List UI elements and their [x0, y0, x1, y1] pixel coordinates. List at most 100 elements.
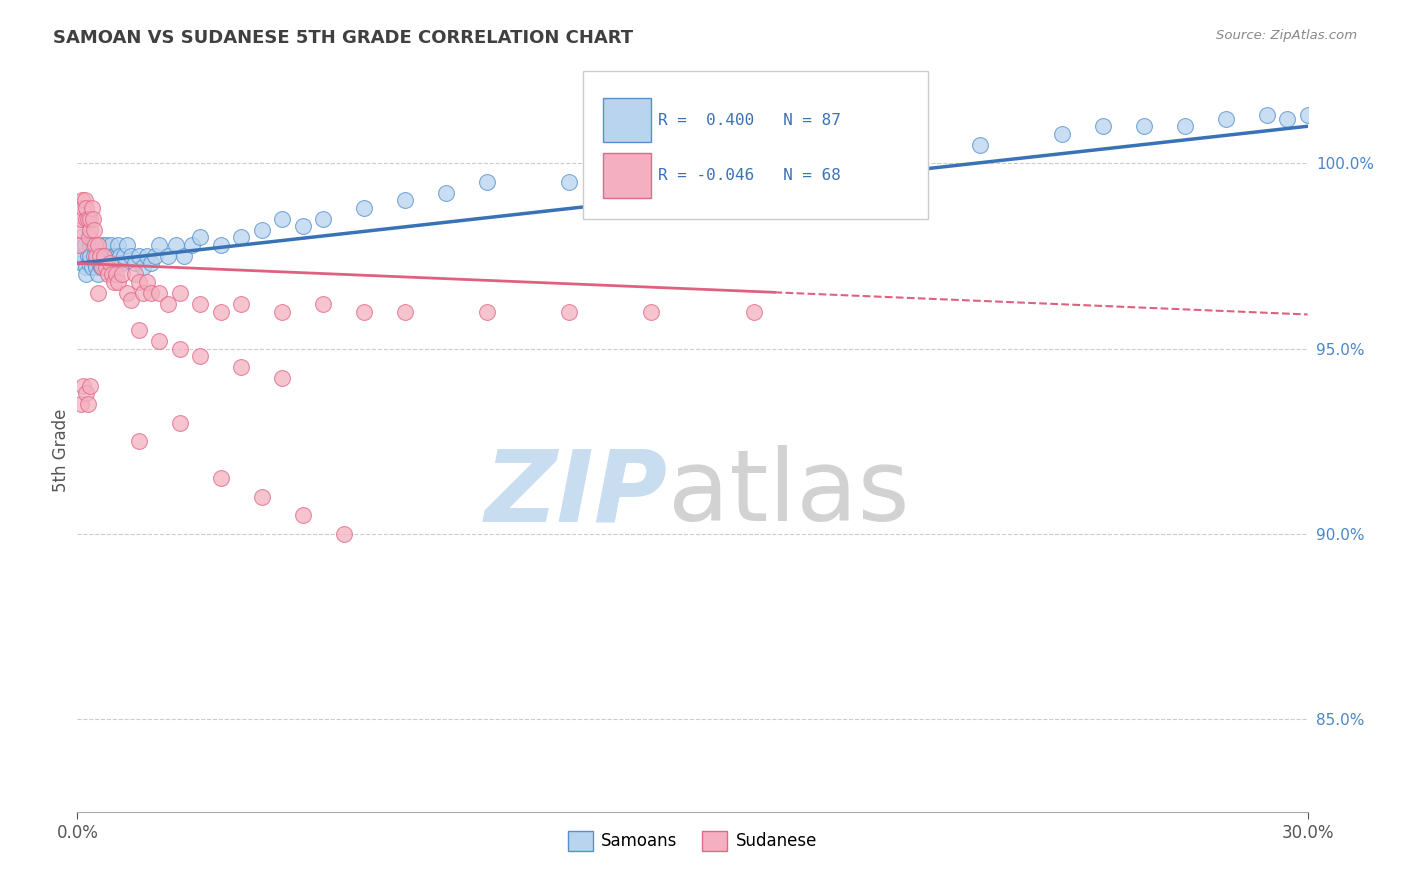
Point: [436, 186, 458, 200]
Point: [70, 397, 93, 411]
Point: [93, 249, 115, 263]
Point: [80, 201, 103, 215]
Point: [291, 219, 314, 234]
Point: [87, 256, 110, 270]
Point: [100, 237, 122, 252]
Point: [98, 249, 121, 263]
Point: [114, 249, 136, 263]
Point: [742, 304, 765, 318]
Legend: Samoans, Sudanese: Samoans, Sudanese: [561, 824, 824, 857]
Point: [89, 249, 111, 263]
Point: [80, 260, 103, 274]
Point: [83, 249, 105, 263]
Point: [1174, 120, 1197, 134]
Point: [115, 237, 138, 252]
Point: [75, 260, 97, 274]
Point: [105, 256, 128, 270]
Point: [128, 434, 150, 449]
Point: [73, 194, 96, 208]
Point: [231, 230, 253, 244]
Point: [83, 256, 105, 270]
Point: [83, 223, 105, 237]
Point: [1050, 127, 1073, 141]
Point: [107, 237, 129, 252]
Point: [558, 175, 581, 189]
Point: [250, 490, 273, 504]
Point: [148, 334, 170, 348]
Point: [94, 249, 117, 263]
Point: [103, 260, 125, 274]
Point: [69, 223, 91, 237]
Point: [312, 297, 335, 311]
Point: [83, 237, 105, 252]
Point: [148, 285, 170, 300]
Point: [79, 211, 101, 226]
Point: [141, 256, 163, 270]
Point: [101, 256, 124, 270]
Point: [124, 256, 146, 270]
Point: [132, 285, 155, 300]
Point: [333, 526, 356, 541]
Point: [75, 201, 97, 215]
Point: [70, 194, 93, 208]
Point: [79, 223, 101, 237]
Point: [188, 297, 212, 311]
Point: [107, 249, 129, 263]
Point: [90, 260, 114, 274]
Point: [67, 249, 90, 263]
Point: [640, 163, 662, 178]
Point: [103, 249, 125, 263]
Point: [271, 371, 294, 385]
Point: [165, 237, 187, 252]
Point: [87, 285, 110, 300]
Point: [231, 360, 253, 375]
Point: [128, 323, 150, 337]
Point: [101, 268, 124, 282]
Point: [73, 237, 96, 252]
Point: [312, 211, 335, 226]
Point: [723, 156, 745, 170]
Point: [110, 249, 132, 263]
Point: [353, 201, 375, 215]
Point: [169, 416, 191, 430]
Point: [84, 249, 107, 263]
Point: [98, 256, 121, 270]
Point: [209, 237, 232, 252]
Point: [115, 285, 138, 300]
Point: [91, 249, 114, 263]
Point: [77, 230, 100, 244]
Point: [1275, 112, 1298, 126]
Text: atlas: atlas: [668, 445, 910, 542]
Point: [271, 304, 294, 318]
Point: [90, 260, 112, 274]
Point: [1296, 108, 1319, 122]
Point: [76, 397, 98, 411]
Point: [75, 386, 97, 401]
Point: [181, 237, 204, 252]
Point: [477, 175, 499, 189]
Point: [98, 260, 121, 274]
Point: [886, 137, 908, 152]
Point: [72, 378, 94, 392]
Point: [76, 211, 98, 226]
Point: [82, 211, 104, 226]
Point: [188, 230, 212, 244]
Point: [70, 211, 93, 226]
Point: [105, 268, 128, 282]
Point: [87, 268, 110, 282]
Point: [169, 285, 191, 300]
Point: [156, 249, 179, 263]
Point: [148, 237, 170, 252]
Point: [231, 297, 253, 311]
Point: [75, 211, 97, 226]
Point: [143, 249, 166, 263]
Point: [97, 249, 120, 263]
Point: [394, 304, 416, 318]
Point: [394, 194, 416, 208]
Point: [70, 230, 93, 244]
Point: [72, 201, 94, 215]
Text: R = -0.046   N = 68: R = -0.046 N = 68: [658, 168, 841, 183]
Point: [173, 249, 195, 263]
Point: [96, 256, 118, 270]
Point: [141, 285, 163, 300]
